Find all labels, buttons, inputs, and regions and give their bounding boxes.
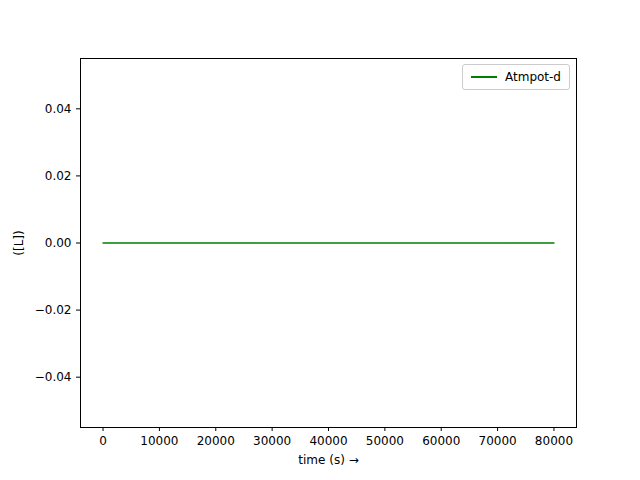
svg-text:time (s) →: time (s) → bbox=[298, 453, 358, 467]
svg-text:−0.04: −0.04 bbox=[35, 370, 72, 384]
svg-text:70000: 70000 bbox=[478, 434, 516, 448]
svg-text:20000: 20000 bbox=[197, 434, 235, 448]
svg-text:([L]): ([L]) bbox=[12, 230, 26, 255]
svg-text:60000: 60000 bbox=[422, 434, 460, 448]
svg-text:40000: 40000 bbox=[309, 434, 347, 448]
html-text:Atmpot-d: Atmpot-d bbox=[505, 70, 561, 84]
svg-text:10000: 10000 bbox=[140, 434, 178, 448]
svg-text:0.04: 0.04 bbox=[45, 102, 72, 116]
svg-text:−0.02: −0.02 bbox=[35, 303, 72, 317]
svg-text:0.00: 0.00 bbox=[45, 236, 72, 250]
svg-text:80000: 80000 bbox=[535, 434, 573, 448]
svg-text:50000: 50000 bbox=[366, 434, 404, 448]
svg-text:0: 0 bbox=[99, 434, 107, 448]
svg-text:30000: 30000 bbox=[253, 434, 291, 448]
svg-text:0.02: 0.02 bbox=[45, 169, 72, 183]
